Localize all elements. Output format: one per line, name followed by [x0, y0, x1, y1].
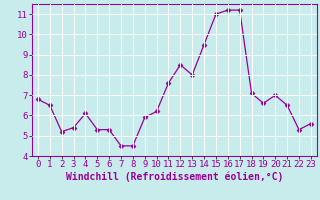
X-axis label: Windchill (Refroidissement éolien,°C): Windchill (Refroidissement éolien,°C)	[66, 172, 283, 182]
